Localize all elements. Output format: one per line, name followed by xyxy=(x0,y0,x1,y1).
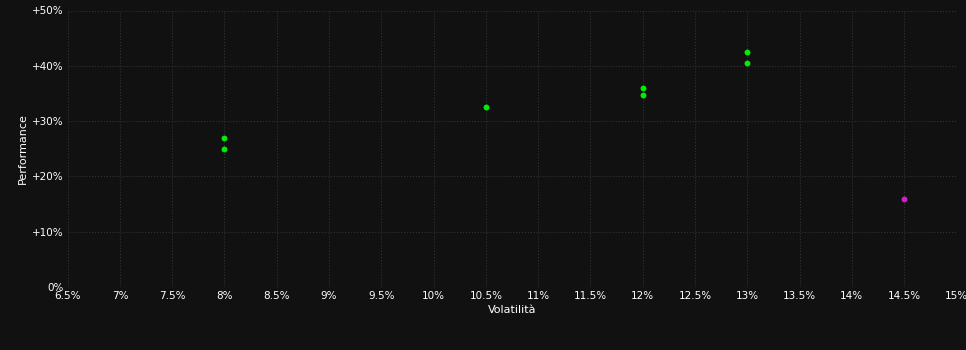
X-axis label: Volatilità: Volatilità xyxy=(488,305,536,315)
Point xyxy=(740,60,755,66)
Y-axis label: Performance: Performance xyxy=(17,113,28,184)
Point xyxy=(740,49,755,55)
Point xyxy=(896,196,912,201)
Point xyxy=(478,105,494,110)
Point xyxy=(216,135,232,140)
Point xyxy=(635,92,650,97)
Point xyxy=(635,85,650,91)
Point xyxy=(216,146,232,152)
